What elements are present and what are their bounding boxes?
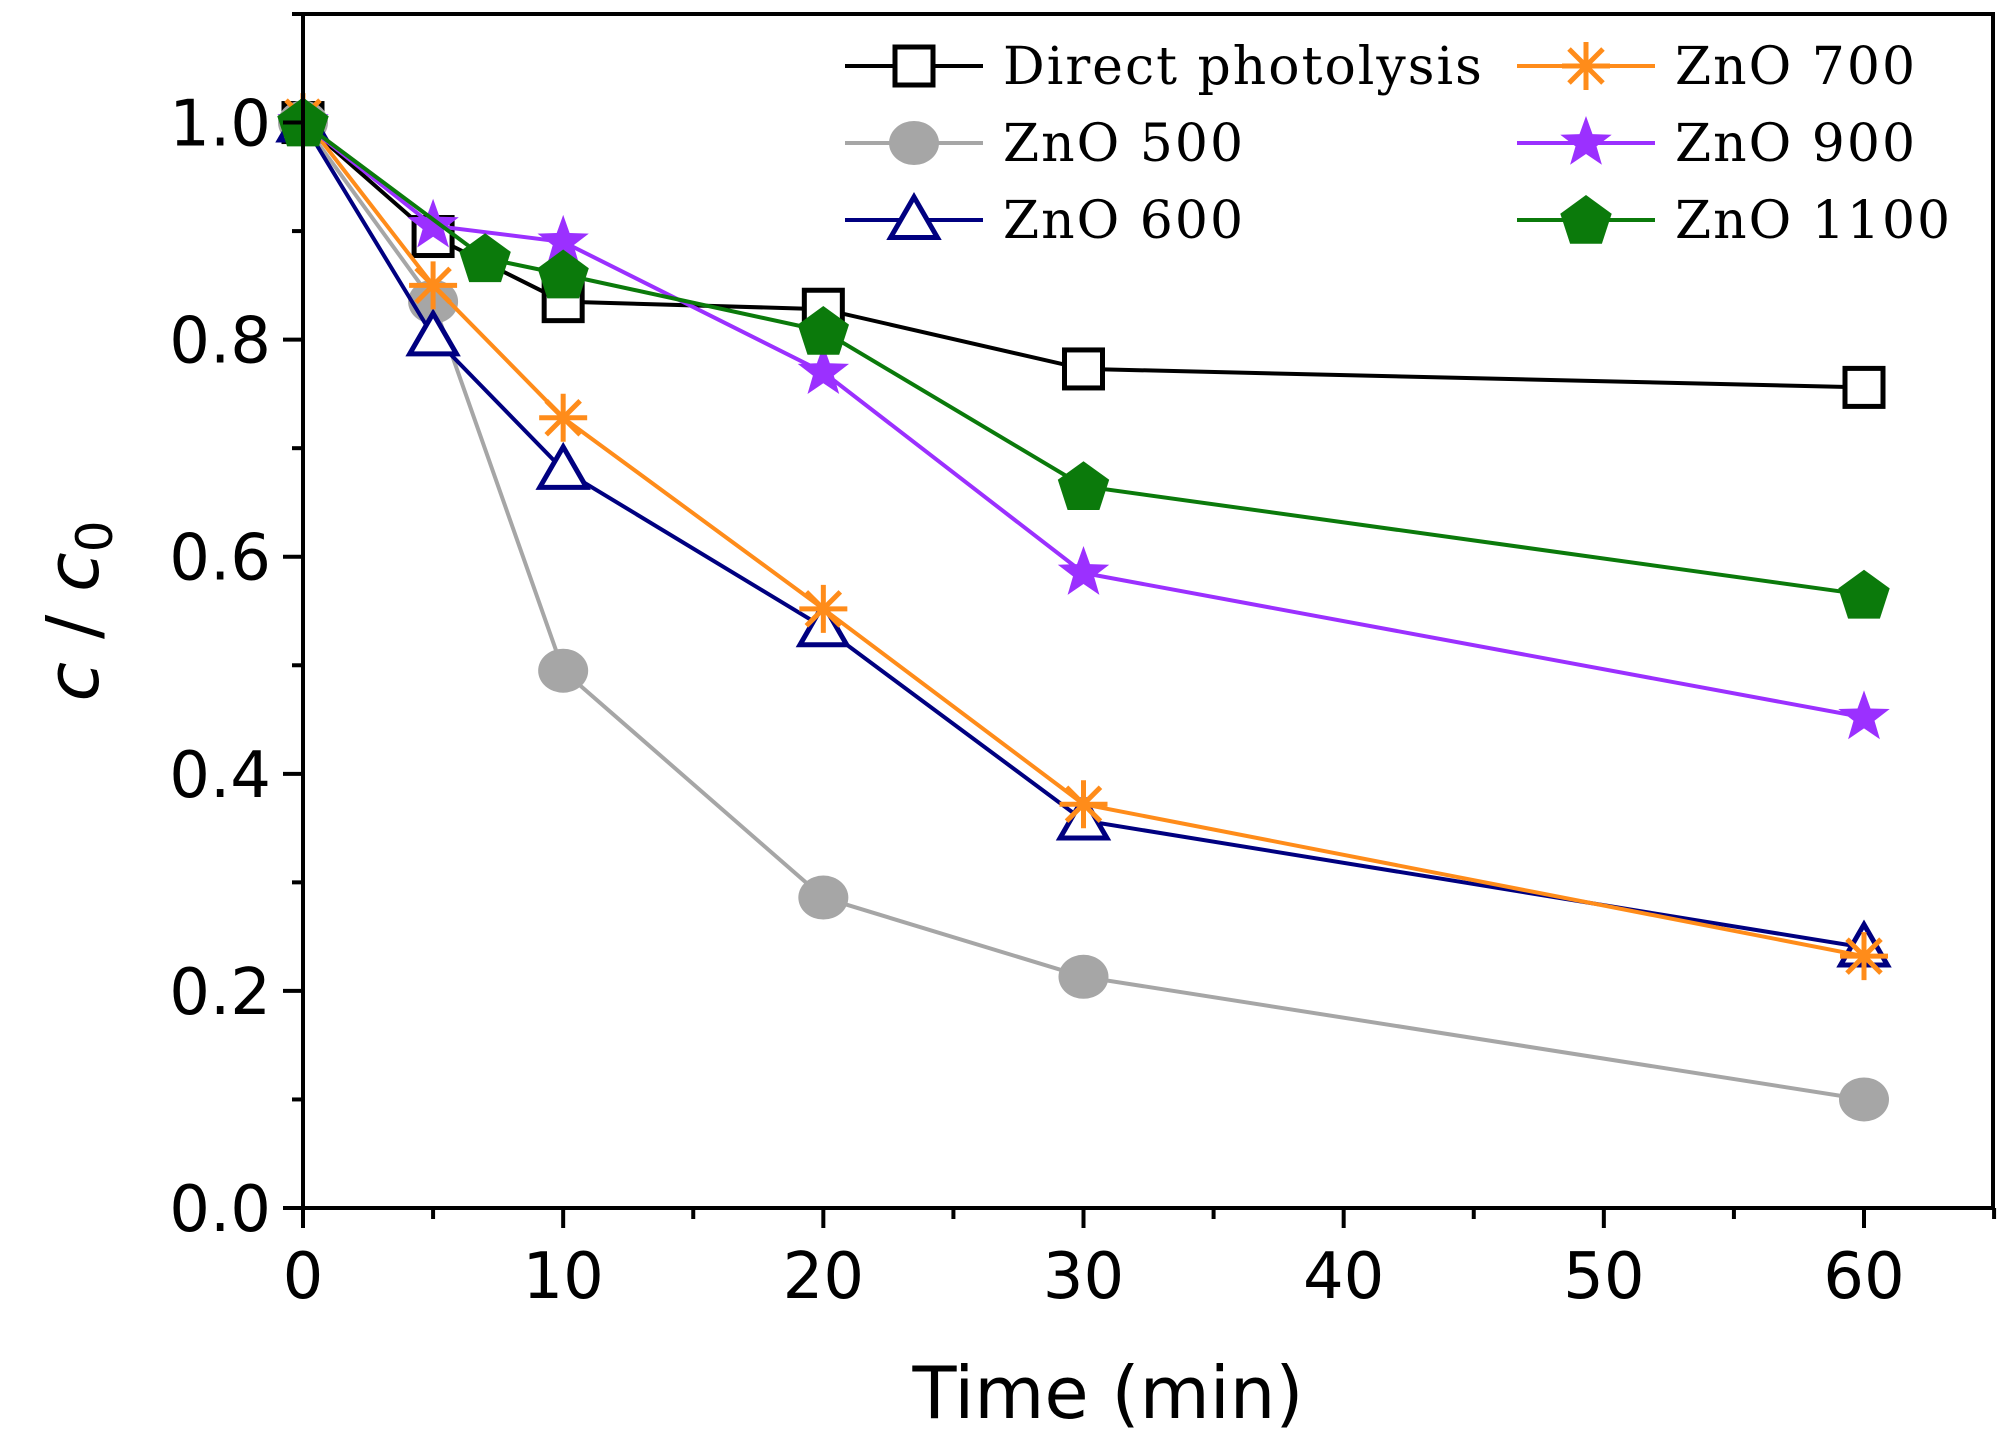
data-point xyxy=(538,648,589,693)
series-zno-500 xyxy=(278,100,1889,1122)
legend-label: ZnO 600 xyxy=(1003,191,1245,251)
data-point xyxy=(537,249,589,299)
data-point xyxy=(1560,195,1612,244)
x-tick-label: 30 xyxy=(1043,1240,1124,1314)
y-axis-title-c0: c xyxy=(31,552,115,592)
y-axis-title-c: c xyxy=(31,662,115,702)
x-tick-label: 40 xyxy=(1303,1240,1384,1314)
data-point xyxy=(1057,461,1110,510)
series-line xyxy=(301,115,1865,959)
legend-label: Direct photolysis xyxy=(1003,37,1484,97)
x-tick-label: 50 xyxy=(1563,1240,1644,1314)
legend-item: ZnO 500 xyxy=(845,114,1245,174)
y-axis: 0.0 0.2 0.4 0.6 0.8 1.0 xyxy=(169,12,303,1247)
legend-item: ZnO 900 xyxy=(1517,114,1917,174)
series-line xyxy=(301,121,1865,1102)
data-point xyxy=(797,345,849,394)
series-line xyxy=(301,120,1865,597)
x-axis: 0 10 20 30 40 50 60 xyxy=(283,1208,1997,1314)
y-tick-label: 0.6 xyxy=(169,522,271,596)
data-point xyxy=(1840,932,1888,981)
legend-label: ZnO 1100 xyxy=(1675,191,1952,251)
x-axis-title: Time (min) xyxy=(911,1351,1303,1435)
data-point xyxy=(889,121,939,165)
data-point xyxy=(539,393,588,442)
data-point xyxy=(892,44,936,88)
data-point xyxy=(797,306,849,355)
x-tick-label: 0 xyxy=(283,1240,324,1314)
y-axis-title: c / c0 xyxy=(31,520,124,701)
asterisk-stroke xyxy=(1845,937,1883,975)
legend-item: ZnO 600 xyxy=(845,191,1245,251)
series-line xyxy=(301,120,1865,720)
data-point xyxy=(1057,546,1110,595)
legend-item: ZnO 1100 xyxy=(1517,191,1952,251)
legend: Direct photolysis ZnO 500 ZnO 600 ZnO 700 Zn… xyxy=(845,37,1952,251)
data-point xyxy=(407,198,459,248)
asterisk-stroke xyxy=(1064,785,1103,823)
data-point xyxy=(1842,365,1886,409)
legend-label: ZnO 500 xyxy=(1003,114,1245,174)
series-layer xyxy=(275,93,1892,1122)
x-tick-label: 20 xyxy=(783,1240,864,1314)
data-point xyxy=(798,875,849,920)
asterisk-stroke xyxy=(804,590,843,628)
data-point xyxy=(1059,780,1108,829)
series-zno-700 xyxy=(279,93,1888,981)
data-point xyxy=(535,441,591,490)
data-point xyxy=(409,261,458,310)
asterisk-stroke xyxy=(544,399,582,437)
data-point xyxy=(1560,116,1612,165)
y-tick-label: 0.0 xyxy=(169,1173,271,1247)
series-zno-1100 xyxy=(277,97,1890,619)
legend-label: ZnO 700 xyxy=(1675,37,1917,97)
data-point xyxy=(1058,954,1109,999)
plot-frame xyxy=(301,12,1995,1210)
data-point xyxy=(405,308,461,357)
data-point xyxy=(1562,42,1610,90)
data-point xyxy=(1062,347,1105,391)
data-point xyxy=(1839,1077,1889,1122)
y-tick-label: 0.2 xyxy=(169,956,271,1030)
legend-item: ZnO 700 xyxy=(1517,37,1917,97)
x-tick-label: 10 xyxy=(522,1240,603,1314)
y-tick-label: 0.8 xyxy=(169,305,271,379)
data-point xyxy=(537,214,589,264)
data-point xyxy=(886,192,942,240)
data-point xyxy=(1838,569,1890,619)
asterisk-stroke xyxy=(414,266,452,305)
data-point xyxy=(459,233,511,283)
y-tick-label: 0.4 xyxy=(169,739,271,813)
asterisk-stroke xyxy=(1567,47,1605,85)
legend-item: Direct photolysis xyxy=(845,37,1484,97)
y-axis-title-sep: / xyxy=(31,592,115,662)
data-point xyxy=(1838,690,1890,740)
data-point xyxy=(799,584,848,633)
y-axis-title-subscript: 0 xyxy=(66,520,124,552)
series-line xyxy=(301,121,1865,950)
legend-label: ZnO 900 xyxy=(1675,114,1917,174)
x-tick-label: 60 xyxy=(1823,1240,1904,1314)
y-tick-label: 1.0 xyxy=(169,88,271,162)
